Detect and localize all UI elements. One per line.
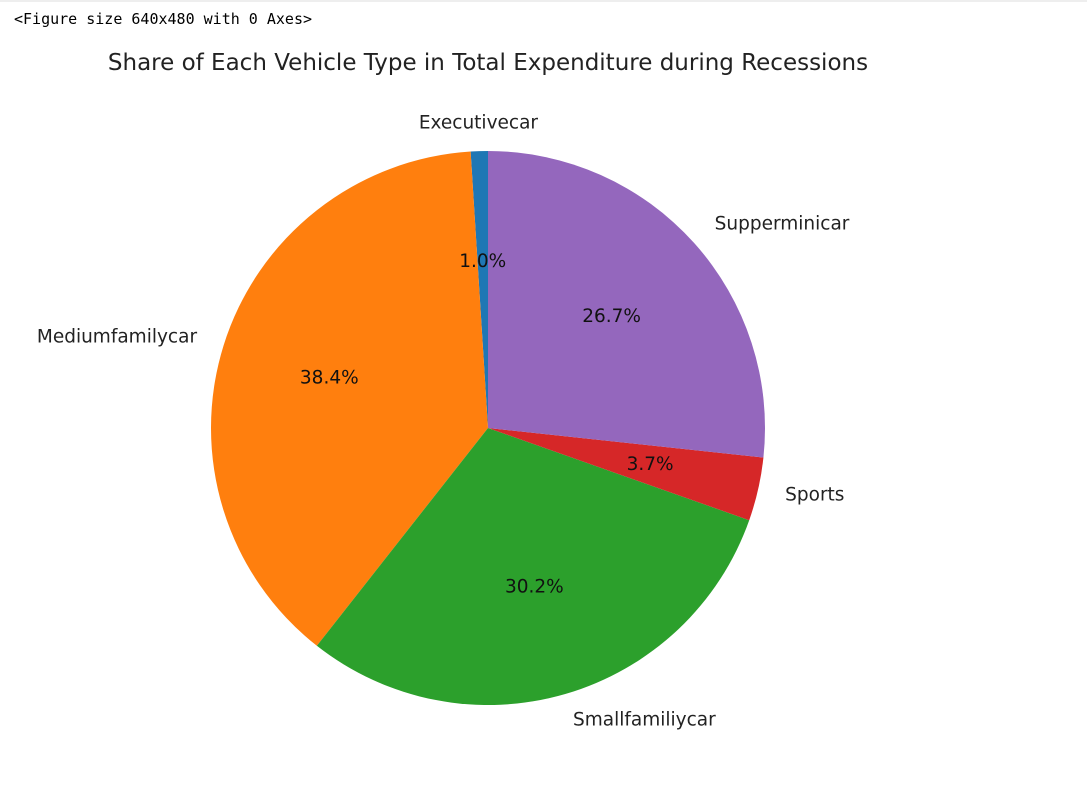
pie-slice-smallfamiliycar: [316, 428, 750, 705]
figure-repr-text: <Figure size 640x480 with 0 Axes>: [14, 10, 313, 28]
slice-label-sports: Sports: [785, 484, 844, 505]
slice-percent-mediumfamilycar: 38.4%: [300, 368, 359, 389]
output-divider: [0, 0, 1087, 2]
pie-slice-sports: [488, 428, 764, 521]
chart-title: Share of Each Vehicle Type in Total Expe…: [108, 50, 868, 76]
pie-slice-executivecar: [470, 151, 488, 428]
slice-percent-executivecar: 1.0%: [459, 251, 506, 272]
slice-percent-supperminicar: 26.7%: [582, 306, 641, 327]
slice-label-supperminicar: Supperminicar: [715, 213, 850, 234]
pie-labels: Executivecar 1.0% Mediumfamilycar 38.4% Smal…: [37, 112, 850, 730]
slice-label-mediumfamilycar: Mediumfamilycar: [37, 326, 198, 347]
slice-label-smallfamiliycar: Smallfamiliycar: [573, 710, 716, 731]
pie-slices: [210, 151, 765, 705]
slice-percent-sports: 3.7%: [627, 454, 674, 475]
slice-label-executivecar: Executivecar: [419, 112, 539, 133]
pie-slice-supperminicar: [488, 151, 765, 458]
slice-percent-smallfamiliycar: 30.2%: [505, 577, 564, 598]
pie-slice-mediumfamilycar: [210, 151, 488, 646]
